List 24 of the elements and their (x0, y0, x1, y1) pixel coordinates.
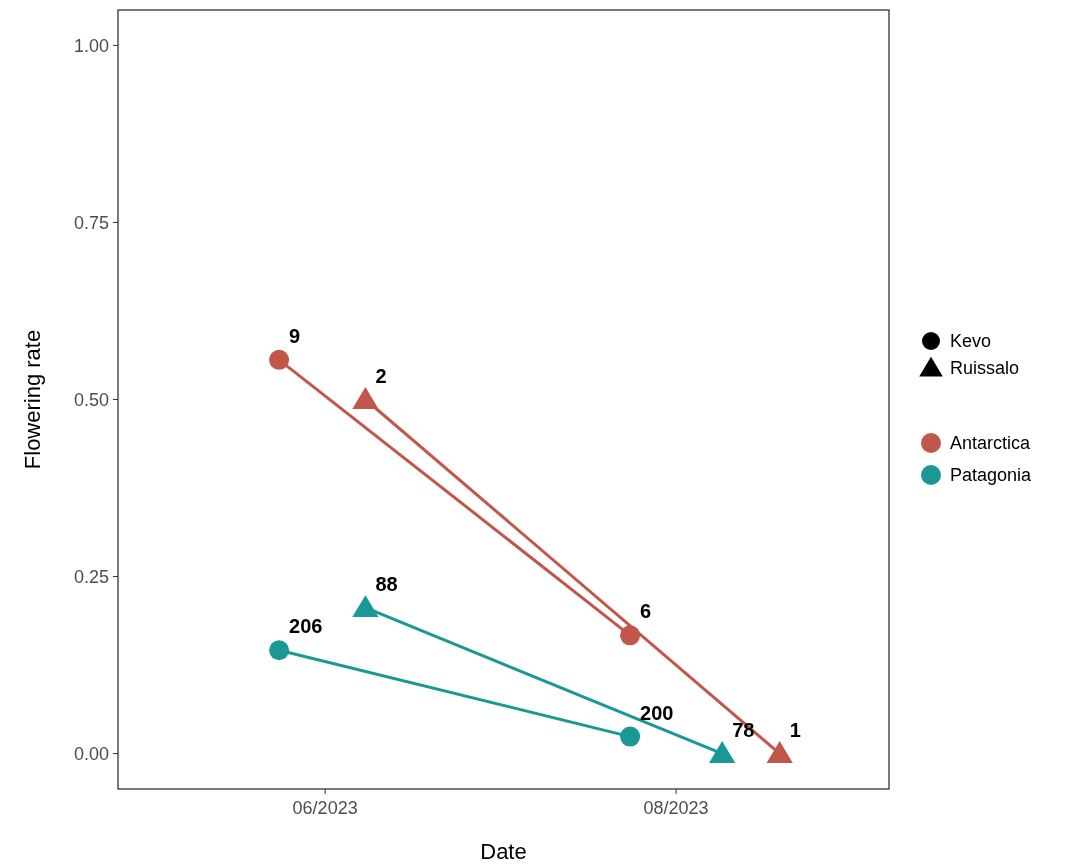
point (269, 640, 290, 661)
x-tick-label: 08/2023 (643, 798, 709, 818)
y-tick-label: 0.75 (73, 212, 109, 233)
x-tick-label: 06/2023 (292, 798, 358, 818)
y-tick-label: 0.00 (73, 743, 109, 764)
point (620, 726, 641, 747)
x-axis-title: Date (480, 839, 527, 864)
annotation: 2 (375, 364, 387, 387)
annotation: 200 (640, 701, 674, 724)
annotation: 6 (640, 600, 652, 623)
y-tick-label: 0.50 (73, 389, 109, 410)
annotation: 1 (789, 718, 801, 741)
legend-label: Patagonia (950, 465, 1033, 486)
y-axis-title: Flowering rate (20, 329, 45, 470)
legend-label: Antarctica (950, 433, 1032, 454)
annotation: 206 (289, 615, 323, 638)
annotation: 9 (289, 324, 301, 347)
annotation: 88 (375, 572, 398, 595)
text: Kevo (950, 331, 992, 352)
point (269, 349, 290, 370)
y-tick-label: 0.25 (73, 566, 109, 587)
annotation: 78 (732, 718, 755, 741)
y-tick-label: 1.00 (73, 35, 109, 56)
text: Ruissalo (950, 358, 1020, 379)
